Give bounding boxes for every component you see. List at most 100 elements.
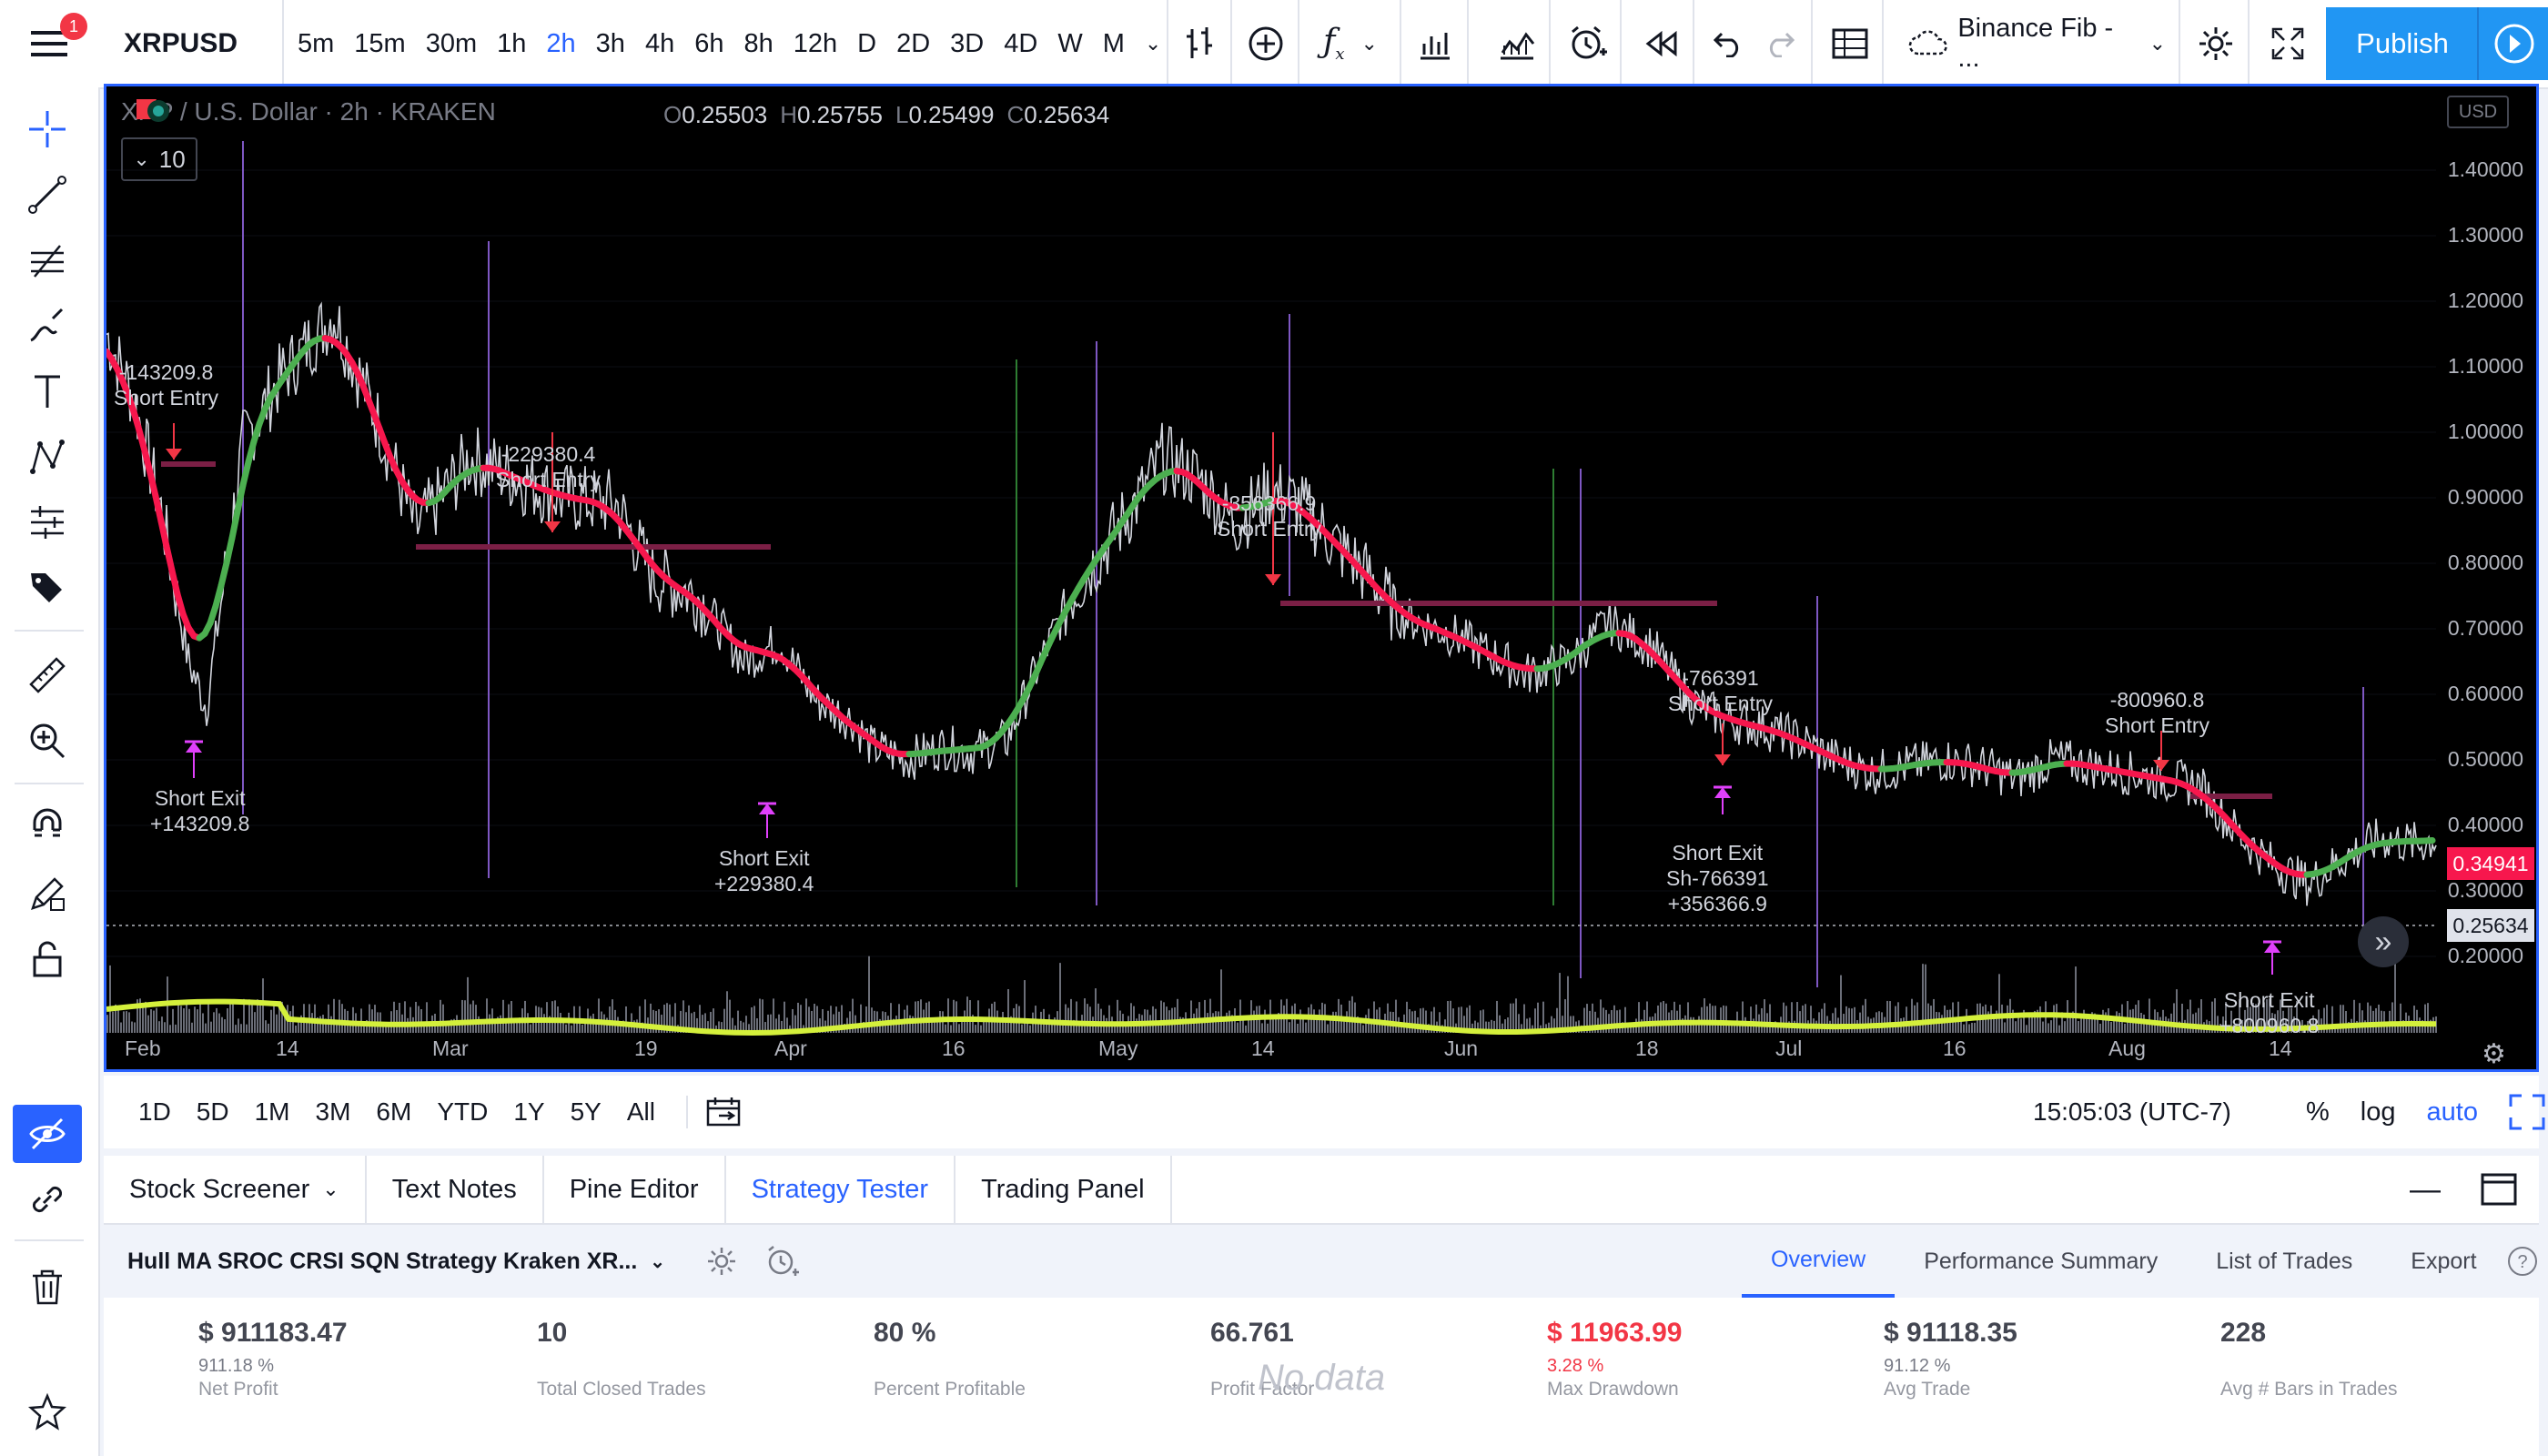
interval-12h[interactable]: 12h [793,28,838,58]
volume-bar [953,999,955,1033]
interval-4d[interactable]: 4D [1004,28,1038,58]
interval-1h[interactable]: 1h [497,28,527,58]
log-scale-toggle[interactable]: log [2360,1097,2396,1127]
bar-style-icon[interactable] [1167,0,1232,87]
subtab-export[interactable]: Export [2411,1248,2477,1274]
interval-m[interactable]: M [1102,28,1125,58]
range-5y[interactable]: 5Y [570,1097,602,1126]
interval-more-chevron-down-icon[interactable]: ⌄ [1144,32,1162,55]
measure-group-icon[interactable] [13,493,82,551]
alert-icon[interactable] [1556,0,1622,87]
data-window-icon[interactable] [1818,0,1884,87]
indicators-collapse-button[interactable]: ⌄ 10 [121,137,197,181]
magnet-icon[interactable] [13,799,82,857]
time-axis[interactable]: Feb 14 Mar 19 Apr 16 May 14 Jun 18 Jul 1… [106,1035,2445,1071]
subtab-overview[interactable]: Overview [1742,1225,1896,1298]
scroll-to-realtime-button[interactable]: » [2358,916,2409,967]
volume-bar [265,1020,267,1033]
text-icon[interactable] [13,362,82,420]
maximize-icon[interactable] [2481,1173,2517,1206]
pattern-icon[interactable] [13,428,82,486]
volume-bar [669,1004,671,1033]
tab-stock-screener[interactable]: Stock Screener ⌄ [104,1156,367,1223]
fib-icon[interactable] [13,231,82,289]
symbol-search[interactable]: XRPUSD [102,0,284,87]
timezone-clock[interactable]: 15:05:03 (UTC-7) [2033,1097,2231,1126]
trash-icon[interactable] [13,1258,82,1316]
price-chart-canvas[interactable] [106,86,2536,1069]
interval-w[interactable]: W [1057,28,1083,58]
chart-pane[interactable]: XRP / U.S. Dollar · 2h · KRAKEN O0.25503… [104,84,2539,1072]
interval-15m[interactable]: 15m [354,28,406,58]
range-ytd[interactable]: YTD [437,1097,489,1126]
stay-drawing-icon[interactable] [13,864,82,923]
interval-d[interactable]: D [857,28,877,58]
interval-5m[interactable]: 5m [298,28,335,58]
brush-icon[interactable] [13,297,82,355]
undo-icon[interactable] [1696,0,1762,87]
templates-icon[interactable] [1485,0,1551,87]
replay-icon[interactable] [1629,0,1694,87]
zoom-in-icon[interactable] [13,712,82,770]
range-3m[interactable]: 3M [315,1097,351,1126]
tags-icon[interactable] [13,559,82,617]
interval-8h[interactable]: 8h [743,28,774,58]
tab-text-notes[interactable]: Text Notes [367,1156,544,1223]
interval-3h[interactable]: 3h [595,28,625,58]
crosshair-icon[interactable] [13,100,82,158]
percent-scale-toggle[interactable]: % [2306,1097,2330,1127]
publish-menu-button[interactable] [2477,7,2548,80]
range-1m[interactable]: 1M [254,1097,290,1126]
auto-scale-toggle[interactable]: auto [2426,1097,2478,1127]
goto-date-icon[interactable] [706,1096,743,1128]
trendline-icon[interactable] [13,166,82,224]
chart-settings-icon[interactable]: ⚙ [2482,1039,2506,1069]
star-icon[interactable] [13,1383,82,1441]
subtab-list-of-trades[interactable]: List of Trades [2216,1248,2353,1274]
currency-label[interactable]: USD [2447,96,2509,128]
minimize-icon[interactable]: — [2410,1171,2441,1207]
interval-6h[interactable]: 6h [694,28,724,58]
interval-3d[interactable]: 3D [950,28,985,58]
settings-icon[interactable] [2184,0,2250,87]
interval-2d[interactable]: 2D [896,28,931,58]
layout-selector[interactable]: Binance Fib - ... ⌄ [1898,0,2180,87]
range-1y[interactable]: 1Y [513,1097,545,1126]
link-icon[interactable] [13,1170,82,1228]
help-icon[interactable]: ? [2506,1245,2539,1278]
volume-bar [595,1023,597,1033]
interval-30m[interactable]: 30m [425,28,478,58]
range-5d[interactable]: 5D [196,1097,229,1126]
ruler-icon[interactable] [13,646,82,704]
tab-strategy-tester[interactable]: Strategy Tester [726,1156,956,1223]
chart-title[interactable]: XRP / U.S. Dollar · 2h · KRAKEN [121,97,496,126]
interval-2h[interactable]: 2h [546,28,576,58]
tab-trading-panel[interactable]: Trading Panel [956,1156,1172,1223]
strategy-selector[interactable]: Hull MA SROC CRSI SQN Strategy Kraken XR… [127,1225,800,1298]
alert-icon[interactable] [765,1245,800,1278]
main-menu-button[interactable] [0,0,98,87]
volume-bar [576,1018,578,1033]
settings-icon[interactable] [705,1245,738,1278]
interval-4h[interactable]: 4h [644,28,675,58]
range-1d[interactable]: 1D [138,1097,171,1126]
volume-bar [276,1014,278,1033]
hide-icon[interactable] [13,1105,82,1163]
indicators-icon[interactable]: ƒx ⌄ [1301,0,1401,87]
range-6m[interactable]: 6M [376,1097,412,1126]
fullscreen-icon[interactable] [2509,1094,2545,1130]
tab-pine-editor[interactable]: Pine Editor [544,1156,726,1223]
publish-button[interactable]: Publish [2326,7,2479,80]
volume-bar [770,1014,772,1033]
fullscreen-icon[interactable] [2255,0,2320,87]
volume-bar [1046,1019,1047,1033]
range-all[interactable]: All [626,1097,655,1126]
subtab-performance-summary[interactable]: Performance Summary [1924,1248,2159,1274]
lock-icon[interactable] [13,930,82,988]
redo-icon[interactable] [1747,0,1813,87]
price-axis[interactable]: 1.40000 1.30000 1.20000 1.10000 1.00000 … [2440,86,2536,996]
volume-bar [827,1010,829,1033]
financials-icon[interactable] [1403,0,1469,87]
compare-icon[interactable] [1234,0,1299,87]
volume-bar [2088,1015,2090,1033]
